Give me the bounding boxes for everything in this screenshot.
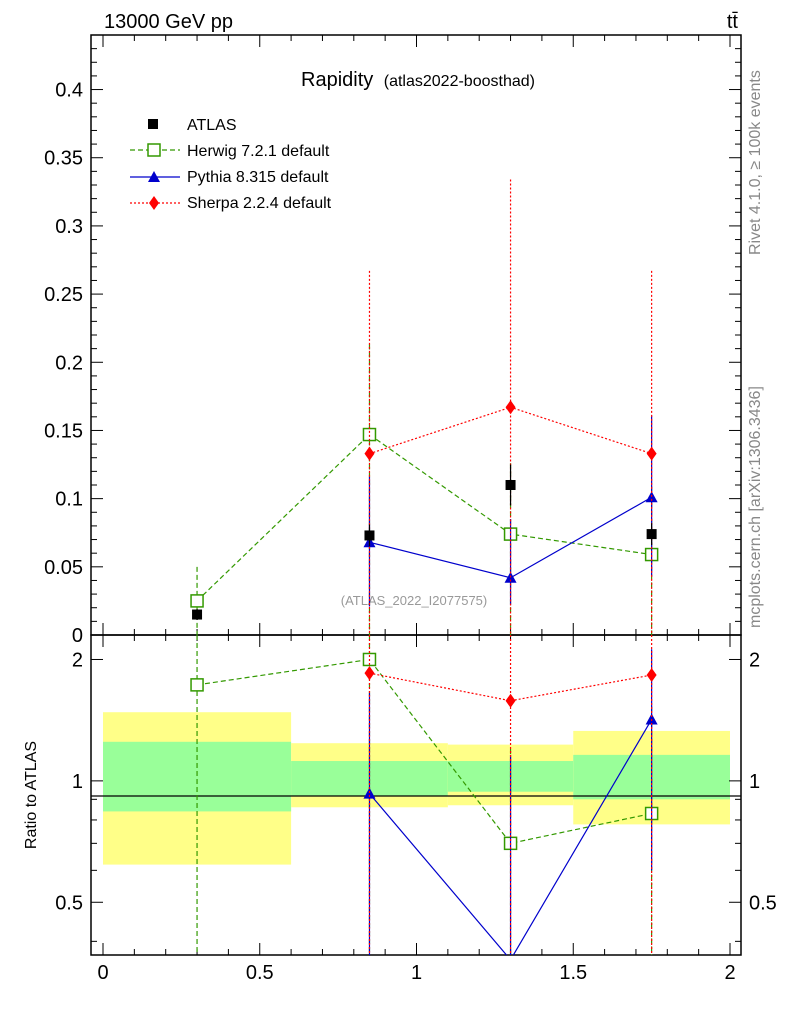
energy-label: 13000 GeV pp — [104, 11, 233, 33]
ratio-tick-label: 1 — [749, 771, 760, 793]
watermark: (ATLAS_2022_I2077575) — [341, 593, 487, 608]
x-tick-label: 1 — [411, 962, 422, 984]
series-line-herwig — [196, 433, 652, 602]
legend: ATLAS Herwig 7.2.1 default Pythia 8.315 … — [130, 117, 332, 212]
ratio-tick-label: 2 — [72, 649, 83, 671]
y-tick-label: 0.3 — [55, 216, 83, 238]
ratio-line-herwig — [196, 658, 652, 845]
y-tick-label: 0.1 — [55, 489, 83, 511]
x-tick-label: 0.5 — [246, 962, 274, 984]
axis-ticks: 0 0.5 1 1.5 200.050.10.150.20.250.30.350.40.… — [44, 35, 777, 984]
band-green — [103, 741, 292, 812]
legend-label-pythia: Pythia 8.315 default — [187, 169, 329, 186]
y-tick-label: 0.15 — [44, 420, 83, 442]
y-tick-label: 0.4 — [55, 80, 83, 102]
x-tick-label: 0 — [97, 962, 108, 984]
process-label: tt̄ — [727, 11, 739, 33]
chart-title-sub: (atlas2022-boosthad) — [384, 73, 535, 90]
ratio-tick-label: 1 — [72, 771, 83, 793]
data-point-herwig — [190, 594, 204, 608]
ratio-tick-label: 0.5 — [749, 892, 777, 914]
y-tick-label: 0.35 — [44, 148, 83, 170]
data-point-atlas — [192, 609, 203, 620]
ratio-plot-series — [190, 635, 659, 955]
y-tick-label: 0.25 — [44, 284, 83, 306]
chart-title-main: Rapidity — [301, 69, 373, 91]
data-point-atlas — [505, 480, 516, 490]
y-tick-label: 0.05 — [44, 557, 83, 579]
ratio-point-herwig — [190, 678, 204, 692]
main-plot-series — [190, 179, 659, 635]
y-tick-label: 0.2 — [55, 352, 83, 374]
legend-marker-sherpa — [149, 196, 159, 210]
ratio-point-pythia — [645, 713, 658, 725]
legend-label-atlas: ATLAS — [187, 117, 237, 134]
legend-marker-herwig — [147, 143, 161, 157]
chart-title: Rapidity (atlas2022-boosthad) — [301, 69, 535, 91]
legend-label-herwig: Herwig 7.2.1 default — [187, 143, 330, 160]
ratio-ylabel: Ratio to ATLAS — [23, 741, 40, 849]
ratio-line-pythia — [369, 719, 653, 955]
rivet-label: Rivet 4.1.0, ≥ 100k events — [747, 70, 764, 255]
data-point-sherpa — [364, 446, 375, 461]
x-tick-label: 1.5 — [559, 962, 587, 984]
legend-label-sherpa: Sherpa 2.2.4 default — [187, 195, 332, 212]
data-point-atlas — [646, 529, 657, 540]
legend-marker-pythia — [148, 171, 160, 182]
data-point-herwig — [362, 427, 377, 442]
ratio-tick-label: 0.5 — [55, 892, 83, 914]
x-tick-label: 2 — [724, 962, 735, 984]
site-label: mcplots.cern.ch [arXiv:1306.3436] — [747, 386, 764, 628]
data-point-sherpa — [646, 446, 657, 461]
ratio-point-pythia — [363, 787, 376, 799]
y-tick-label: 0 — [72, 625, 83, 647]
data-point-atlas — [364, 530, 375, 541]
ratio-point-sherpa — [646, 668, 657, 683]
ratio-point-sherpa — [505, 693, 516, 708]
data-point-sherpa — [505, 400, 516, 415]
ratio-point-sherpa — [364, 666, 375, 681]
legend-marker-atlas — [148, 119, 158, 129]
ratio-tick-label: 2 — [749, 649, 760, 671]
